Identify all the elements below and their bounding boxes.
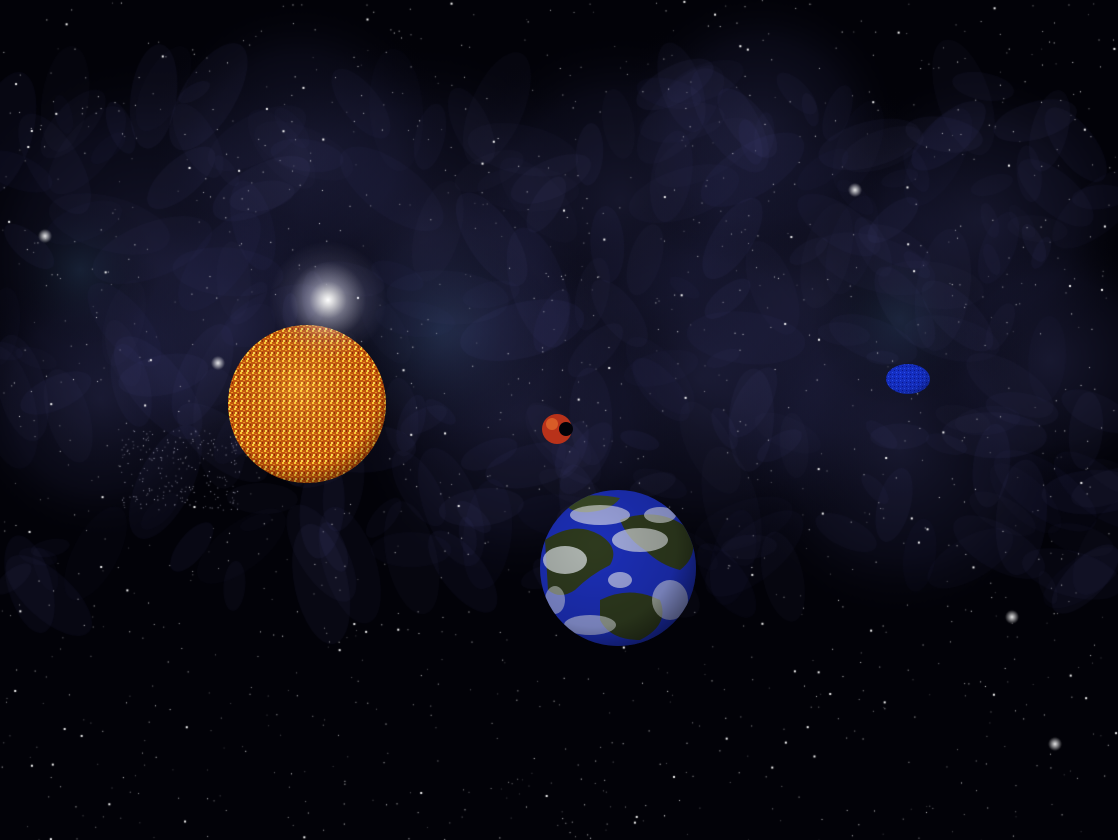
small-red-planet[interactable]: [542, 414, 573, 444]
blue-planet[interactable]: [886, 364, 930, 394]
earth-planet[interactable]: [540, 490, 696, 646]
sun[interactable]: [228, 325, 386, 483]
